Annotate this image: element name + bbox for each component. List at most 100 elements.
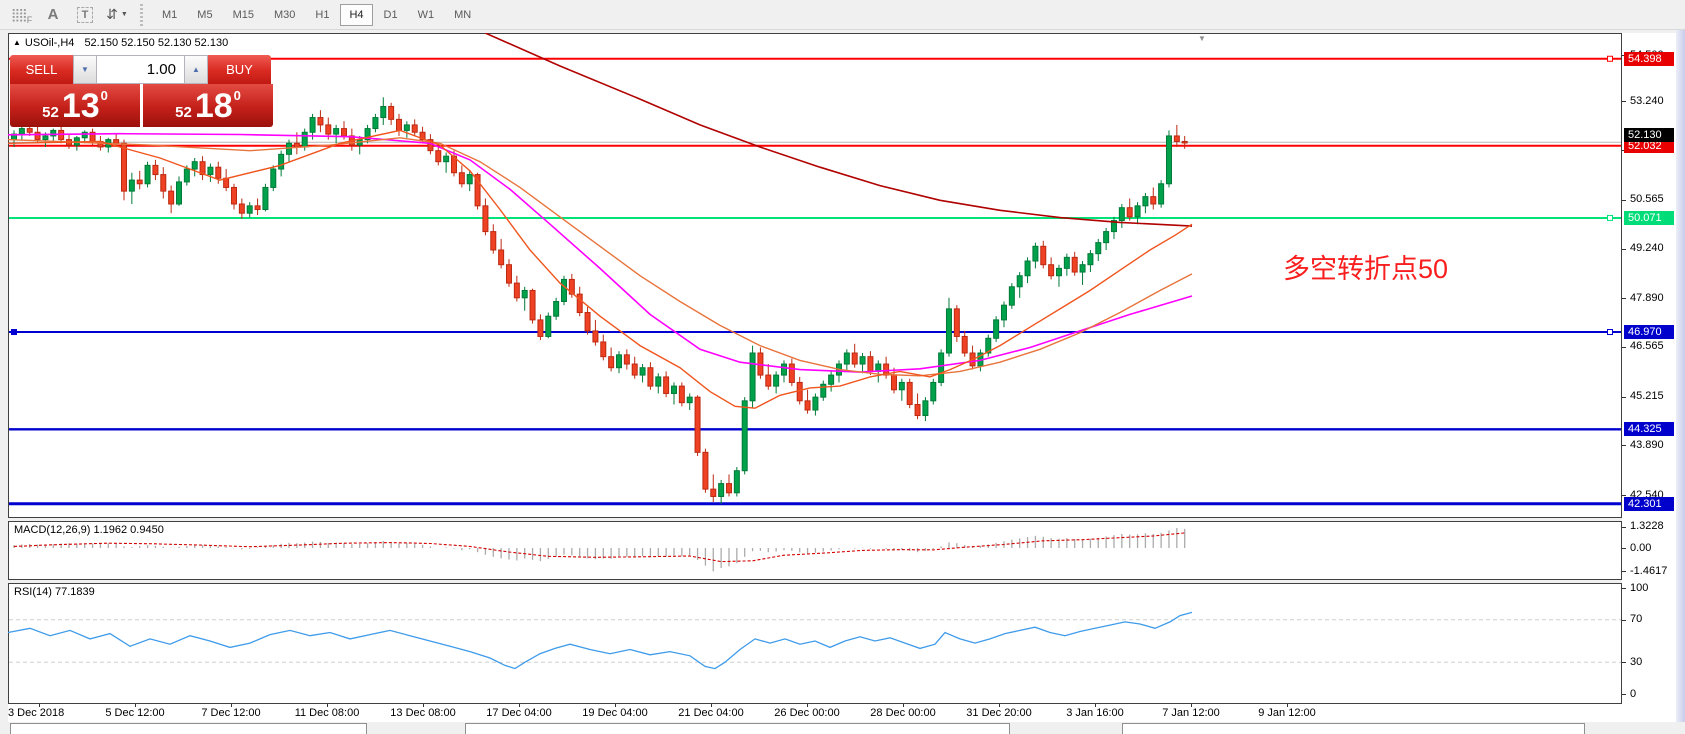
hline-handle[interactable] <box>1607 329 1613 336</box>
candle-bull <box>930 381 937 402</box>
timeframe-m15[interactable]: M15 <box>232 8 254 21</box>
price-axis[interactable]: 54.50053.24051.91550.56549.24047.89046.5… <box>1622 33 1676 722</box>
candle-bull <box>333 128 340 135</box>
date-label: 3 Dec 2018 <box>8 707 65 719</box>
profile-grid-icon[interactable]: ⣿⣿ F <box>8 3 34 27</box>
chart-window-tab[interactable] <box>1122 723 1585 734</box>
buy-price-display[interactable]: 52 18 0 <box>143 84 273 127</box>
rsi-line <box>8 611 1193 670</box>
candle-bear <box>120 142 127 192</box>
buy-price-point: 0 <box>233 88 241 103</box>
candle-bull <box>773 374 780 387</box>
chevron-down-icon: ▼ <box>81 65 89 74</box>
candle-bull <box>301 131 308 148</box>
timeframe-h4[interactable]: H4 <box>340 3 373 26</box>
date-label: 5 Dec 12:00 <box>105 707 165 719</box>
candle-bear <box>796 381 803 402</box>
chart-text-annotation[interactable]: 多空转折点50 <box>1283 254 1449 284</box>
rsi-tick-label: 0 <box>1630 687 1637 700</box>
date-label: 19 Dec 04:00 <box>582 707 648 719</box>
candle-bear <box>647 367 654 387</box>
text-tool-icon[interactable]: A <box>40 3 66 27</box>
timeframe-m30[interactable]: M30 <box>273 8 296 21</box>
ma-orange-slow[interactable] <box>8 137 1193 377</box>
candle-bull <box>175 181 182 205</box>
candle-bear <box>152 164 159 176</box>
volume-increase-button[interactable]: ▲ <box>184 55 208 84</box>
candle-bull <box>18 128 25 135</box>
timeframe-w1[interactable]: W1 <box>417 8 435 21</box>
candle-bear <box>395 118 402 131</box>
hline-handle[interactable] <box>1607 214 1613 221</box>
candle-bull <box>985 337 992 354</box>
candle-bull <box>1024 260 1031 277</box>
candle-bull <box>1000 304 1007 321</box>
price-tick-label: 49.240 <box>1630 242 1664 254</box>
date-label: 17 Dec 04:00 <box>486 707 552 719</box>
candle-bull <box>285 142 292 155</box>
label-tool-icon[interactable]: T <box>72 3 98 27</box>
candle-bear <box>435 150 442 163</box>
date-tick <box>807 704 808 707</box>
candle-bull <box>1110 220 1117 233</box>
candle-bull <box>545 315 552 337</box>
hline-handle[interactable] <box>11 329 17 336</box>
hline-handle[interactable] <box>1607 55 1613 62</box>
date-label: 9 Jan 12:00 <box>1258 707 1316 719</box>
candle-bear <box>411 124 418 133</box>
buy-button[interactable]: BUY <box>208 55 271 84</box>
volume-input[interactable] <box>97 55 184 84</box>
time-axis[interactable]: 3 Dec 2018 5 Dec 12:00 7 Dec 12:00 11 Dec 0… <box>8 704 1622 722</box>
candle-bull <box>42 135 49 141</box>
timeframe-d1[interactable]: D1 <box>383 8 398 21</box>
candle-bear <box>906 381 913 406</box>
text-a-glyph: A <box>47 6 59 23</box>
axis-tick <box>1622 548 1626 549</box>
axis-tick <box>1622 571 1626 573</box>
date-tick <box>999 704 1000 707</box>
label-t-glyph: T <box>76 6 94 23</box>
candle-bull <box>639 367 646 376</box>
price-tick-label: 53.240 <box>1630 94 1664 107</box>
candle-bull <box>780 363 787 376</box>
symbols-cycle-icon[interactable]: ⇵ ▼ <box>104 3 130 27</box>
candle-bear <box>474 174 481 207</box>
candle-bear <box>725 483 732 494</box>
chart-shift-marker-icon[interactable]: ▼ <box>1198 34 1206 43</box>
candle-bull <box>278 153 285 170</box>
collapse-triangle-icon[interactable]: ▲ <box>13 38 21 47</box>
candle-bear <box>450 155 457 174</box>
candle-bear <box>498 249 505 266</box>
timeframe-h1[interactable]: H1 <box>315 8 330 21</box>
ma-orange-fast[interactable] <box>8 129 1193 409</box>
hline-price-label: 50.071 <box>1624 210 1674 225</box>
rsi-canvas[interactable] <box>8 583 1622 704</box>
toolbar-grip[interactable] <box>140 3 143 26</box>
candle-bear <box>631 363 638 376</box>
candle-bull <box>733 470 740 494</box>
chevron-down-icon: ▼ <box>120 11 128 18</box>
volume-decrease-button[interactable]: ▼ <box>73 55 97 84</box>
symbol-label: USOil-,H4 <box>24 37 75 49</box>
candle-bear <box>623 354 630 365</box>
chart-window-tab[interactable] <box>465 723 1010 734</box>
date-tick <box>231 704 232 707</box>
sell-price-display[interactable]: 52 13 0 <box>10 84 140 127</box>
candle-bull <box>191 161 198 170</box>
chart-window-tab[interactable] <box>10 723 367 734</box>
timeframe-m5[interactable]: M5 <box>197 8 213 21</box>
date-tick <box>1287 704 1288 707</box>
macd-canvas[interactable] <box>8 521 1622 580</box>
sell-price-pips: 13 <box>61 86 100 125</box>
candle-bear <box>325 124 332 135</box>
sell-button[interactable]: SELL <box>10 55 73 84</box>
date-label: 7 Dec 12:00 <box>201 707 261 719</box>
candle-bull <box>262 186 269 211</box>
timeframe-m1[interactable]: M1 <box>162 8 178 21</box>
candle-bear <box>160 174 167 192</box>
ma-long-descending[interactable] <box>484 33 1193 227</box>
timeframe-mn[interactable]: MN <box>454 8 472 21</box>
main-chart-canvas[interactable] <box>8 33 1622 518</box>
candle-bull <box>144 164 151 185</box>
axis-tick <box>1622 101 1626 103</box>
